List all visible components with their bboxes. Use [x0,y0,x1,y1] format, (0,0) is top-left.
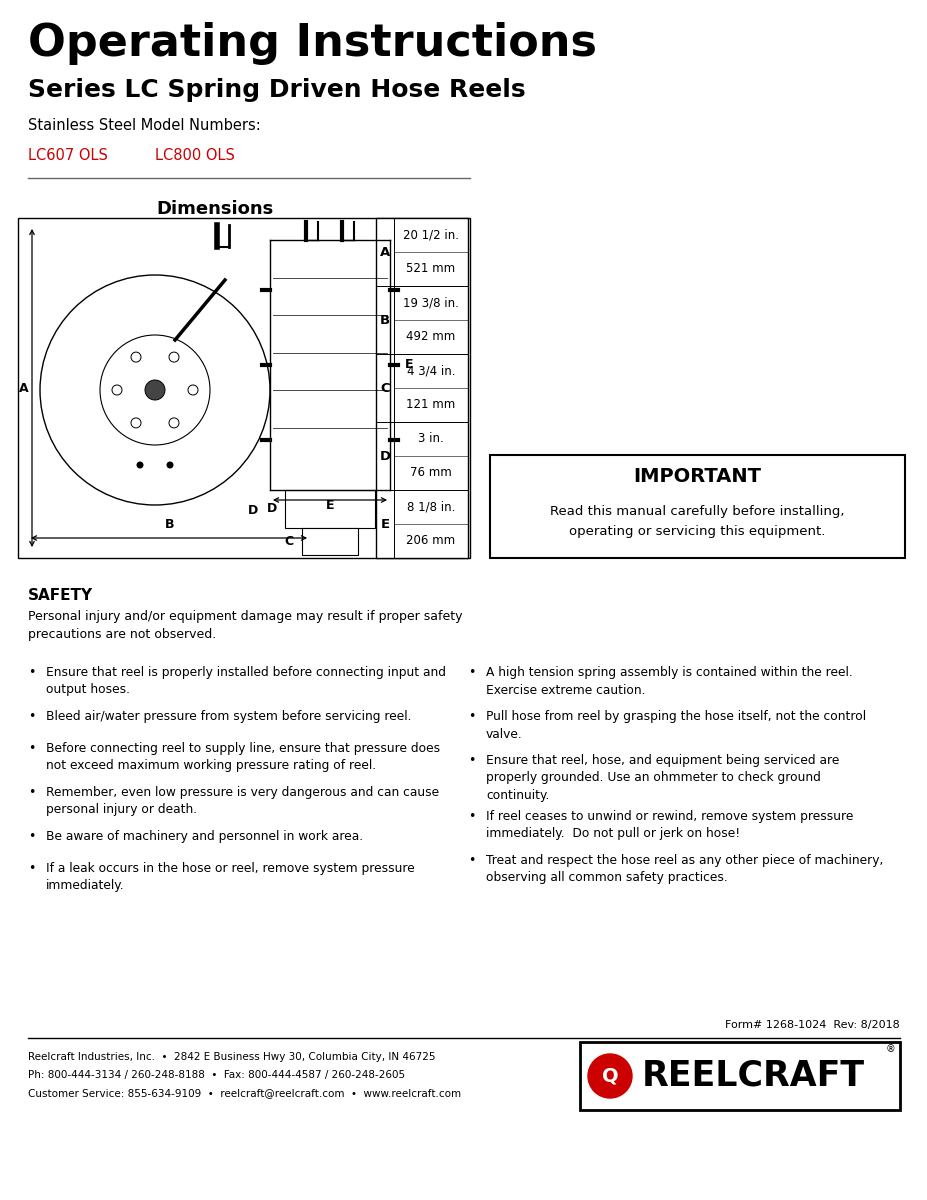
Text: B: B [380,313,390,326]
Text: •: • [468,854,476,866]
Text: E: E [325,499,335,512]
Text: 4 3/4 in.: 4 3/4 in. [407,365,455,378]
Text: A: A [19,382,29,395]
Text: C: C [380,382,390,395]
Text: Ensure that reel is properly installed before connecting input and
output hoses.: Ensure that reel is properly installed b… [46,666,446,696]
Text: B: B [165,517,175,530]
Text: 20 1/2 in.: 20 1/2 in. [403,228,459,241]
Text: E: E [380,517,389,530]
Text: •: • [468,754,476,767]
Text: LC800 OLS: LC800 OLS [155,148,235,163]
Text: •: • [28,862,35,875]
Text: A high tension spring assembly is contained within the reel.
Exercise extreme ca: A high tension spring assembly is contai… [486,666,853,696]
Text: REELCRAFT: REELCRAFT [642,1058,865,1093]
Text: D: D [267,503,277,516]
Bar [18,218,470,558]
Text: 492 mm: 492 mm [406,330,456,343]
Text: Form# 1268-1024  Rev: 8/2018: Form# 1268-1024 Rev: 8/2018 [725,1020,900,1030]
Text: •: • [28,830,35,842]
Text: Reelcraft Industries, Inc.  •  2842 E Business Hwy 30, Columbia City, IN 46725: Reelcraft Industries, Inc. • 2842 E Busi… [28,1052,436,1062]
Circle shape [136,462,144,468]
Circle shape [145,380,165,400]
Bar [580,1042,900,1110]
Text: Ensure that reel, hose, and equipment being serviced are
properly grounded. Use : Ensure that reel, hose, and equipment be… [486,754,839,802]
Text: •: • [468,666,476,679]
Text: •: • [468,710,476,722]
Bar [376,218,468,558]
Text: •: • [28,710,35,722]
Bar [302,528,358,554]
Text: LC607 OLS: LC607 OLS [28,148,108,163]
Bar [285,490,375,528]
Text: C: C [285,535,294,548]
Text: Bleed air/water pressure from system before servicing reel.: Bleed air/water pressure from system bef… [46,710,412,722]
Text: •: • [28,786,35,799]
Text: If a leak occurs in the hose or reel, remove system pressure
immediately.: If a leak occurs in the hose or reel, re… [46,862,414,893]
Text: Personal injury and/or equipment damage may result if proper safety
precautions : Personal injury and/or equipment damage … [28,610,463,641]
Text: Before connecting reel to supply line, ensure that pressure does
not exceed maxi: Before connecting reel to supply line, e… [46,742,440,773]
Text: Customer Service: 855-634-9109  •  reelcraft@reelcraft.com  •  www.reelcraft.com: Customer Service: 855-634-9109 • reelcra… [28,1088,461,1098]
Text: Pull hose from reel by grasping the hose itself, not the control
valve.: Pull hose from reel by grasping the hose… [486,710,866,740]
Text: D: D [379,450,390,462]
Text: 521 mm: 521 mm [406,263,455,276]
Text: Stainless Steel Model Numbers:: Stainless Steel Model Numbers: [28,118,260,133]
Circle shape [588,1054,632,1098]
Text: Remember, even low pressure is very dangerous and can cause
personal injury or d: Remember, even low pressure is very dang… [46,786,439,816]
Text: Dimensions: Dimensions [157,200,273,218]
Text: ®: ® [885,1044,895,1054]
Bar [485,0,905,185]
Text: Ph: 800-444-3134 / 260-248-8188  •  Fax: 800-444-4587 / 260-248-2605: Ph: 800-444-3134 / 260-248-8188 • Fax: 8… [28,1070,405,1080]
Circle shape [167,462,173,468]
Text: Be aware of machinery and personnel in work area.: Be aware of machinery and personnel in w… [46,830,363,842]
Bar [490,455,905,558]
Text: •: • [28,666,35,679]
Text: •: • [468,810,476,823]
Text: D: D [248,504,258,516]
Text: 76 mm: 76 mm [410,467,451,480]
Text: Treat and respect the hose reel as any other piece of machinery,
observing all c: Treat and respect the hose reel as any o… [486,854,883,884]
Text: IMPORTANT: IMPORTANT [633,467,761,486]
Text: If reel ceases to unwind or rewind, remove system pressure
immediately.  Do not : If reel ceases to unwind or rewind, remo… [486,810,854,840]
Text: 8 1/8 in.: 8 1/8 in. [407,500,455,514]
Text: A: A [380,246,390,258]
Text: SAFETY: SAFETY [28,588,93,602]
Text: 206 mm: 206 mm [406,534,455,547]
Text: 121 mm: 121 mm [406,398,456,412]
Text: Q: Q [602,1067,618,1086]
Text: 3 in.: 3 in. [418,432,444,445]
Text: Series LC Spring Driven Hose Reels: Series LC Spring Driven Hose Reels [28,78,526,102]
Text: •: • [28,742,35,755]
Text: Operating Instructions: Operating Instructions [28,22,597,65]
Text: Read this manual carefully before installing,
operating or servicing this equipm: Read this manual carefully before instal… [551,505,844,538]
Text: 19 3/8 in.: 19 3/8 in. [403,296,459,310]
Text: E: E [405,359,413,372]
